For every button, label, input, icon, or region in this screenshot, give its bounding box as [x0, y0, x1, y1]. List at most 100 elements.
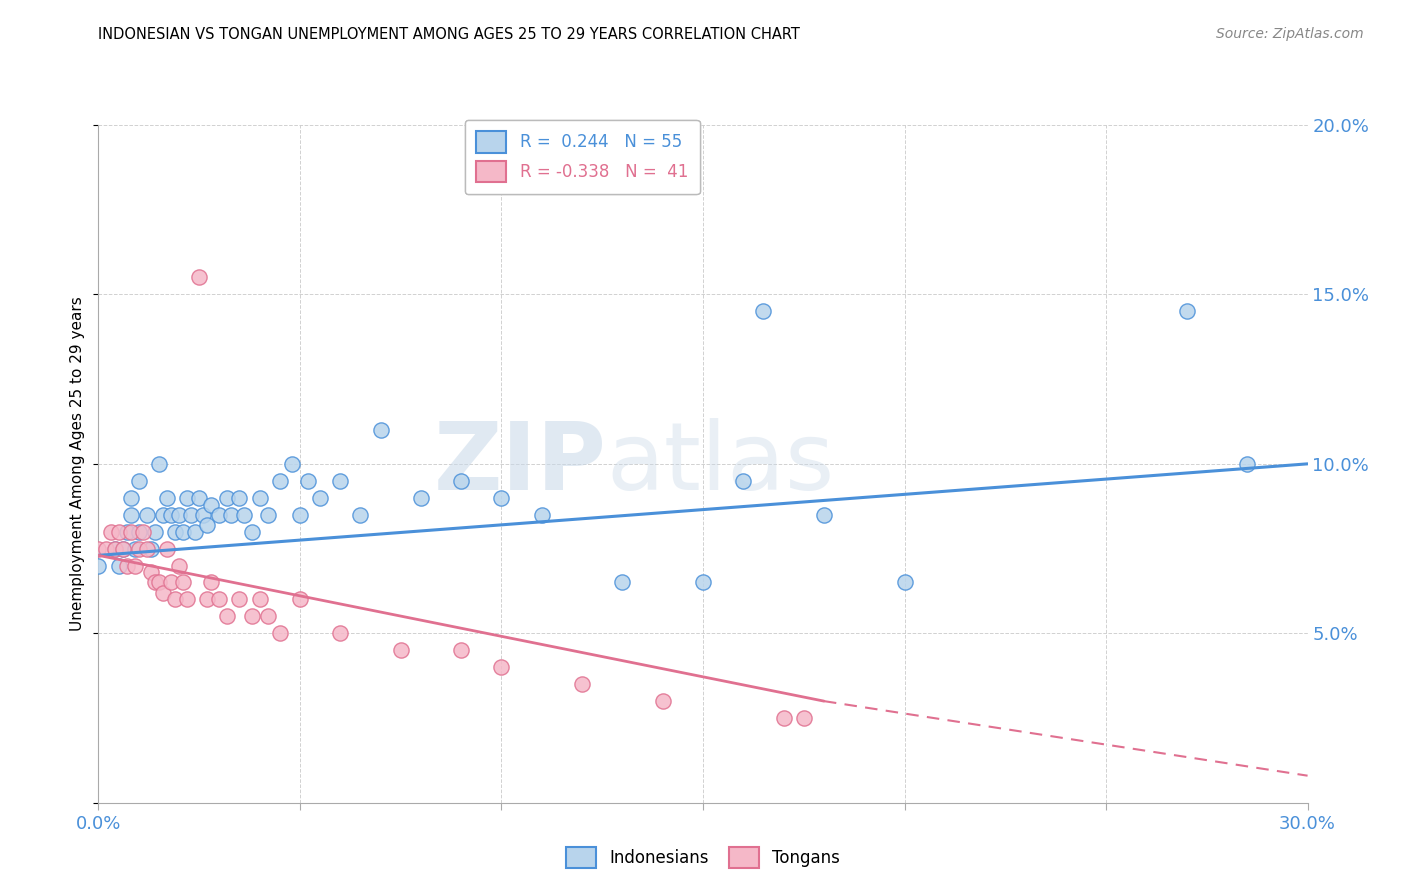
Point: [135, 541, 157, 556]
Point: [176, 491, 198, 505]
Point: [228, 491, 250, 505]
Point: [752, 304, 775, 318]
Point: [217, 491, 239, 505]
Point: [167, 558, 190, 573]
Point: [193, 508, 215, 522]
Point: [450, 643, 472, 657]
Point: [139, 566, 162, 580]
Point: [228, 592, 250, 607]
Point: [111, 541, 134, 556]
Point: [132, 524, 155, 539]
Point: [409, 491, 432, 505]
Point: [217, 609, 239, 624]
Point: [651, 694, 673, 708]
Point: [200, 575, 222, 590]
Point: [200, 498, 222, 512]
Point: [107, 524, 129, 539]
Point: [329, 626, 352, 640]
Point: [139, 541, 162, 556]
Point: [120, 508, 142, 522]
Point: [195, 517, 218, 532]
Point: [612, 575, 634, 590]
Point: [152, 585, 174, 599]
Point: [692, 575, 714, 590]
Point: [269, 474, 291, 488]
Point: [1236, 457, 1258, 471]
Point: [249, 491, 271, 505]
Point: [128, 474, 150, 488]
Point: [103, 541, 125, 556]
Point: [256, 508, 278, 522]
Point: [389, 643, 412, 657]
Point: [530, 508, 553, 522]
Point: [115, 558, 138, 573]
Point: [491, 491, 513, 505]
Point: [221, 508, 243, 522]
Point: [120, 491, 142, 505]
Point: [733, 474, 755, 488]
Point: [772, 711, 794, 725]
Point: [120, 524, 142, 539]
Point: [124, 558, 146, 573]
Point: [172, 524, 194, 539]
Point: [160, 508, 183, 522]
Point: [160, 575, 183, 590]
Point: [180, 508, 202, 522]
Point: [893, 575, 915, 590]
Point: [143, 524, 166, 539]
Point: [571, 677, 593, 691]
Point: [156, 491, 179, 505]
Point: [148, 575, 170, 590]
Point: [309, 491, 332, 505]
Point: [450, 474, 472, 488]
Point: [96, 541, 118, 556]
Point: [148, 457, 170, 471]
Point: [172, 575, 194, 590]
Point: [87, 541, 110, 556]
Point: [115, 524, 138, 539]
Point: [128, 524, 150, 539]
Point: [103, 541, 125, 556]
Point: [163, 524, 186, 539]
Point: [176, 592, 198, 607]
Point: [288, 592, 311, 607]
Point: [167, 508, 190, 522]
Point: [87, 558, 110, 573]
Point: [128, 541, 150, 556]
Point: [143, 575, 166, 590]
Point: [195, 592, 218, 607]
Text: Source: ZipAtlas.com: Source: ZipAtlas.com: [1216, 27, 1364, 41]
Point: [232, 508, 254, 522]
Point: [135, 508, 157, 522]
Point: [163, 592, 186, 607]
Point: [288, 508, 311, 522]
Point: [256, 609, 278, 624]
Point: [240, 524, 263, 539]
Point: [793, 711, 815, 725]
Legend: Indonesians, Tongans: Indonesians, Tongans: [560, 840, 846, 875]
Point: [281, 457, 304, 471]
Y-axis label: Unemployment Among Ages 25 to 29 years: Unemployment Among Ages 25 to 29 years: [70, 296, 86, 632]
Text: atlas: atlas: [606, 417, 835, 510]
Point: [240, 609, 263, 624]
Point: [249, 592, 271, 607]
Point: [184, 524, 207, 539]
Legend: R =  0.244   N = 55, R = -0.338   N =  41: R = 0.244 N = 55, R = -0.338 N = 41: [464, 120, 700, 194]
Text: ZIP: ZIP: [433, 417, 606, 510]
Point: [124, 541, 146, 556]
Point: [107, 558, 129, 573]
Point: [208, 592, 231, 607]
Point: [152, 508, 174, 522]
Point: [269, 626, 291, 640]
Point: [111, 541, 134, 556]
Point: [156, 541, 179, 556]
Point: [188, 491, 211, 505]
Point: [813, 508, 835, 522]
Point: [349, 508, 371, 522]
Point: [208, 508, 231, 522]
Point: [329, 474, 352, 488]
Text: INDONESIAN VS TONGAN UNEMPLOYMENT AMONG AGES 25 TO 29 YEARS CORRELATION CHART: INDONESIAN VS TONGAN UNEMPLOYMENT AMONG …: [98, 27, 800, 42]
Point: [370, 423, 392, 437]
Point: [1175, 304, 1198, 318]
Point: [491, 660, 513, 674]
